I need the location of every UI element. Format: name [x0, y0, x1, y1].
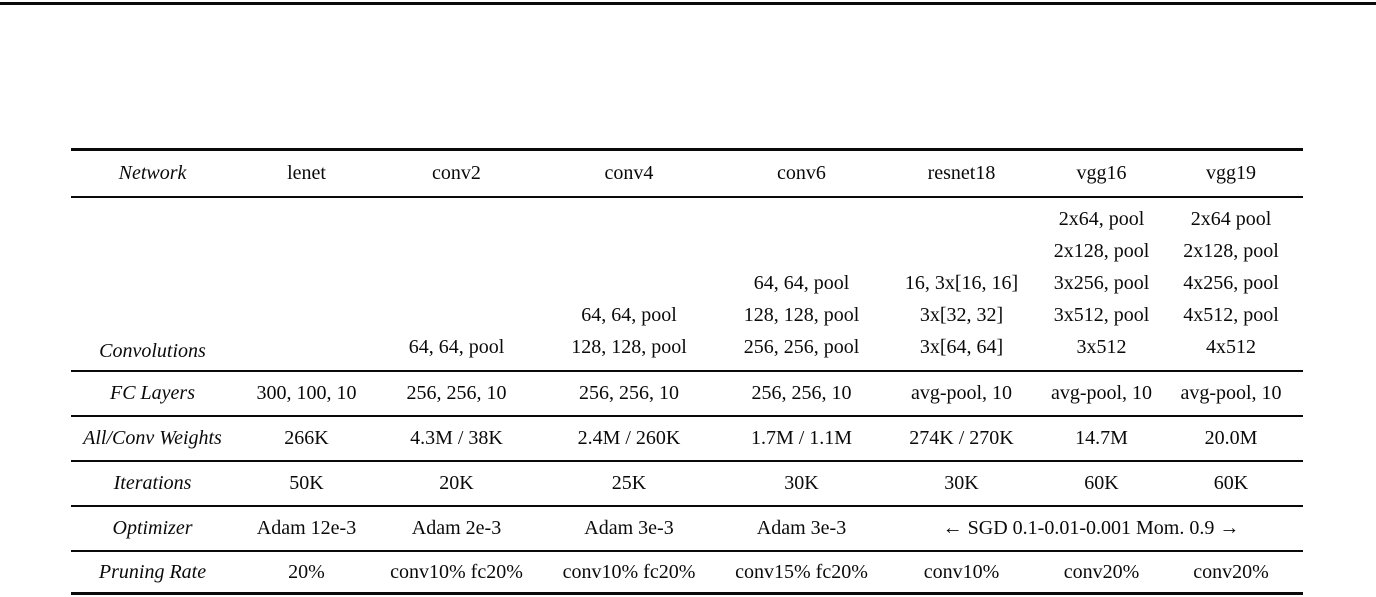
conv-line: 4x512 — [1206, 336, 1256, 358]
cell-iter-vgg19: 60K — [1159, 461, 1303, 507]
architectures-table: Network lenet conv2 conv4 conv6 resnet18… — [71, 148, 1303, 595]
row-label-optimizer: Optimizer — [71, 506, 234, 552]
cell-prune-conv4: conv10% fc20% — [534, 551, 724, 595]
cell-prune-vgg19: conv20% — [1159, 551, 1303, 595]
cell-prune-lenet: 20% — [234, 551, 379, 595]
conv-line: 2x64, pool — [1058, 208, 1145, 230]
row-label-iterations: Iterations — [71, 461, 234, 507]
column-header-conv6: conv6 — [724, 148, 879, 198]
cell-opt-conv2: Adam 2e-3 — [379, 506, 534, 552]
conv-line: 3x512, pool — [1053, 304, 1150, 326]
cell-iter-conv4: 25K — [534, 461, 724, 507]
cell-convolutions-resnet18: 16, 3x[16, 16] 3x[32, 32] 3x[64, 64] — [879, 197, 1044, 372]
row-label-network: Network — [71, 148, 234, 198]
cell-opt-lenet: Adam 12e-3 — [234, 506, 379, 552]
cell-iter-resnet18: 30K — [879, 461, 1044, 507]
conv-line: 256, 256, pool — [743, 336, 860, 358]
cell-weights-conv4: 2.4M / 260K — [534, 416, 724, 462]
cell-fc-vgg16: avg-pool, 10 — [1044, 371, 1159, 417]
column-header-lenet: lenet — [234, 148, 379, 198]
architectures-table-wrap: Network lenet conv2 conv4 conv6 resnet18… — [71, 148, 1303, 595]
cell-fc-conv6: 256, 256, 10 — [724, 371, 879, 417]
row-label-weights: All/Conv Weights — [71, 416, 234, 462]
row-label-pruning-rate: Pruning Rate — [71, 551, 234, 595]
cell-convolutions-conv2: 64, 64, pool — [379, 197, 534, 372]
conv-line: 3x[32, 32] — [919, 304, 1004, 326]
cell-prune-conv2: conv10% fc20% — [379, 551, 534, 595]
cell-prune-vgg16: conv20% — [1044, 551, 1159, 595]
cell-iter-conv2: 20K — [379, 461, 534, 507]
row-convolutions: Convolutions 64, 64, pool 64, 64, pool 1… — [71, 197, 1303, 372]
row-all-conv-weights: All/Conv Weights 266K 4.3M / 38K 2.4M / … — [71, 416, 1303, 462]
conv-line: 3x512 — [1076, 336, 1127, 358]
cell-iter-vgg16: 60K — [1044, 461, 1159, 507]
cell-convolutions-vgg16: 2x64, pool 2x128, pool 3x256, pool 3x512… — [1044, 197, 1159, 372]
conv-line: 4x512, pool — [1183, 304, 1279, 326]
cell-convolutions-conv6: 64, 64, pool 128, 128, pool 256, 256, po… — [724, 197, 879, 372]
cell-weights-lenet: 266K — [234, 416, 379, 462]
conv-line: 16, 3x[16, 16] — [904, 272, 1019, 294]
cell-convolutions-conv4: 64, 64, pool 128, 128, pool — [534, 197, 724, 372]
cell-prune-resnet18: conv10% — [879, 551, 1044, 595]
cell-opt-conv6: Adam 3e-3 — [724, 506, 879, 552]
cell-weights-vgg16: 14.7M — [1044, 416, 1159, 462]
cell-iter-conv6: 30K — [724, 461, 879, 507]
conv-line: 2x64 pool — [1190, 208, 1272, 230]
cell-fc-vgg19: avg-pool, 10 — [1159, 371, 1303, 417]
row-iterations: Iterations 50K 20K 25K 30K 30K 60K 60K — [71, 461, 1303, 507]
conv-line: 2x128, pool — [1183, 240, 1279, 262]
column-header-resnet18: resnet18 — [879, 148, 1044, 198]
row-pruning-rate: Pruning Rate 20% conv10% fc20% conv10% f… — [71, 551, 1303, 595]
page-top-rule — [0, 2, 1376, 5]
conv-line: 2x128, pool — [1053, 240, 1150, 262]
cell-weights-vgg19: 20.0M — [1159, 416, 1303, 462]
conv-line: 3x256, pool — [1053, 272, 1150, 294]
cell-fc-conv2: 256, 256, 10 — [379, 371, 534, 417]
row-label-fc-layers: FC Layers — [71, 371, 234, 417]
column-header-vgg19: vgg19 — [1159, 148, 1303, 198]
column-header-vgg16: vgg16 — [1044, 148, 1159, 198]
cell-fc-conv4: 256, 256, 10 — [534, 371, 724, 417]
conv-line: 64, 64, pool — [753, 272, 850, 294]
column-header-conv4: conv4 — [534, 148, 724, 198]
conv-line: 128, 128, pool — [571, 336, 687, 358]
cell-weights-resnet18: 274K / 270K — [879, 416, 1044, 462]
table-header-row: Network lenet conv2 conv4 conv6 resnet18… — [71, 148, 1303, 198]
cell-convolutions-lenet — [234, 197, 379, 372]
cell-opt-sgd-span: ← SGD 0.1-0.01-0.001 Mom. 0.9 → — [879, 506, 1303, 552]
row-label-convolutions: Convolutions — [71, 197, 234, 372]
cell-prune-conv6: conv15% fc20% — [724, 551, 879, 595]
cell-weights-conv6: 1.7M / 1.1M — [724, 416, 879, 462]
cell-fc-resnet18: avg-pool, 10 — [879, 371, 1044, 417]
cell-fc-lenet: 300, 100, 10 — [234, 371, 379, 417]
cell-convolutions-vgg19: 2x64 pool 2x128, pool 4x256, pool 4x512,… — [1159, 197, 1303, 372]
row-optimizer: Optimizer Adam 12e-3 Adam 2e-3 Adam 3e-3… — [71, 506, 1303, 552]
cell-opt-conv4: Adam 3e-3 — [534, 506, 724, 552]
column-header-conv2: conv2 — [379, 148, 534, 198]
cell-iter-lenet: 50K — [234, 461, 379, 507]
conv-line: 64, 64, pool — [408, 336, 505, 358]
row-fc-layers: FC Layers 300, 100, 10 256, 256, 10 256,… — [71, 371, 1303, 417]
conv-line: 4x256, pool — [1183, 272, 1279, 294]
conv-line: 64, 64, pool — [581, 304, 677, 326]
conv-line: 128, 128, pool — [743, 304, 860, 326]
cell-weights-conv2: 4.3M / 38K — [379, 416, 534, 462]
conv-line: 3x[64, 64] — [919, 336, 1004, 358]
